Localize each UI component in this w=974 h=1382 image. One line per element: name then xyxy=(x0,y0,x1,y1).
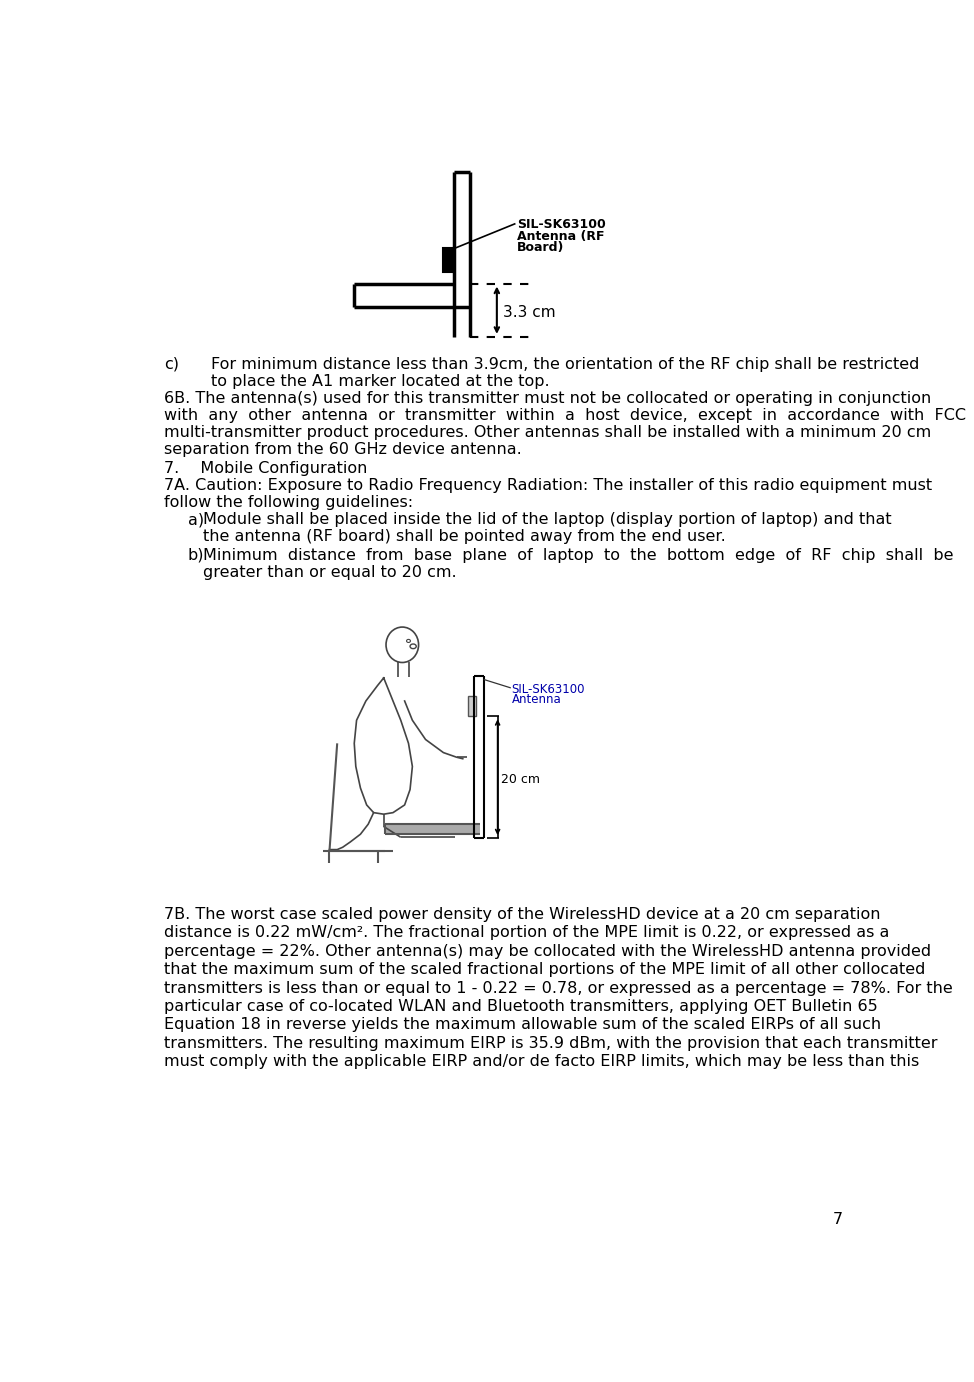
Text: greater than or equal to 20 cm.: greater than or equal to 20 cm. xyxy=(204,565,457,579)
Text: b): b) xyxy=(188,547,205,562)
Text: must comply with the applicable EIRP and/or de facto EIRP limits, which may be l: must comply with the applicable EIRP and… xyxy=(165,1054,919,1070)
Bar xyxy=(443,249,454,272)
Text: 7.  Mobile Configuration: 7. Mobile Configuration xyxy=(165,460,368,475)
Text: a): a) xyxy=(188,513,204,528)
Ellipse shape xyxy=(410,644,416,648)
Text: with  any  other  antenna  or  transmitter  within  a  host  device,  except  in: with any other antenna or transmitter wi… xyxy=(165,409,966,423)
Text: Board): Board) xyxy=(517,242,564,254)
Text: 20 cm: 20 cm xyxy=(501,774,540,786)
Text: 7A. Caution: Exposure to Radio Frequency Radiation: The installer of this radio : 7A. Caution: Exposure to Radio Frequency… xyxy=(165,478,932,493)
Text: that the maximum sum of the scaled fractional portions of the MPE limit of all o: that the maximum sum of the scaled fract… xyxy=(165,962,925,977)
Text: particular case of co-located WLAN and Bluetooth transmitters, applying OET Bull: particular case of co-located WLAN and B… xyxy=(165,999,879,1014)
Bar xyxy=(468,697,476,716)
Text: SIL-SK63100: SIL-SK63100 xyxy=(511,683,585,697)
Text: 3.3 cm: 3.3 cm xyxy=(503,305,556,321)
Text: transmitters. The resulting maximum EIRP is 35.9 dBm, with the provision that ea: transmitters. The resulting maximum EIRP… xyxy=(165,1036,938,1050)
Ellipse shape xyxy=(386,627,419,662)
Text: multi-transmitter product procedures. Other antennas shall be installed with a m: multi-transmitter product procedures. Ot… xyxy=(165,426,931,441)
Text: Equation 18 in reverse yields the maximum allowable sum of the scaled EIRPs of a: Equation 18 in reverse yields the maximu… xyxy=(165,1017,881,1032)
Text: 7B. The worst case scaled power density of the WirelessHD device at a 20 cm sepa: 7B. The worst case scaled power density … xyxy=(165,907,880,922)
Text: Module shall be placed inside the lid of the laptop (display portion of laptop) : Module shall be placed inside the lid of… xyxy=(204,513,892,528)
Text: the antenna (RF board) shall be pointed away from the end user.: the antenna (RF board) shall be pointed … xyxy=(204,529,726,545)
Text: distance is 0.22 mW/cm². The fractional portion of the MPE limit is 0.22, or exp: distance is 0.22 mW/cm². The fractional … xyxy=(165,925,890,940)
Text: transmitters is less than or equal to 1 - 0.22 = 0.78, or expressed as a percent: transmitters is less than or equal to 1 … xyxy=(165,980,954,995)
Text: to place the A1 marker located at the top.: to place the A1 marker located at the to… xyxy=(211,373,549,388)
Text: Minimum  distance  from  base  plane  of  laptop  to  the  bottom  edge  of  RF : Minimum distance from base plane of lapt… xyxy=(204,547,954,562)
Text: For minimum distance less than 3.9cm, the orientation of the RF chip shall be re: For minimum distance less than 3.9cm, th… xyxy=(211,357,919,372)
Text: Antenna: Antenna xyxy=(511,694,561,706)
Text: percentage = 22%. Other antenna(s) may be collocated with the WirelessHD antenna: percentage = 22%. Other antenna(s) may b… xyxy=(165,944,931,959)
Text: 7: 7 xyxy=(833,1212,843,1226)
Text: Antenna (RF: Antenna (RF xyxy=(517,229,605,243)
Bar xyxy=(386,824,480,835)
Text: c): c) xyxy=(165,357,179,372)
Ellipse shape xyxy=(406,640,410,643)
Text: follow the following guidelines:: follow the following guidelines: xyxy=(165,495,414,510)
Text: SIL-SK63100: SIL-SK63100 xyxy=(517,218,606,231)
Text: separation from the 60 GHz device antenna.: separation from the 60 GHz device antenn… xyxy=(165,442,522,457)
Text: 6B. The antenna(s) used for this transmitter must not be collocated or operating: 6B. The antenna(s) used for this transmi… xyxy=(165,391,931,406)
